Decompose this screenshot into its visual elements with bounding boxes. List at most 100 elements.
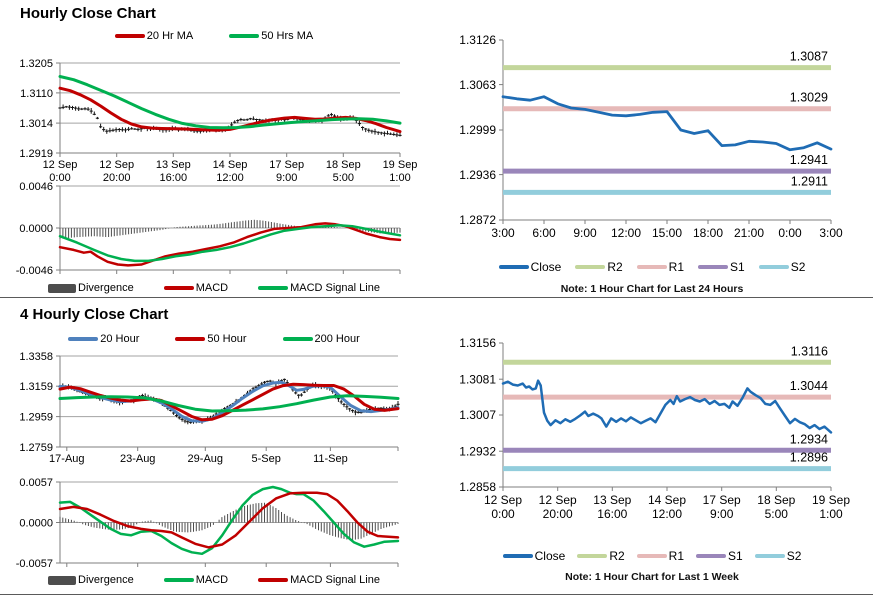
svg-text:20:00: 20:00 [103,172,131,184]
bottom-divider [0,594,873,595]
legend-item-macd-signal-line: MACD Signal Line [258,574,380,586]
legend-swatch-icon [48,575,77,585]
legend-label: Divergence [78,282,134,294]
legend-swatch-icon [636,554,667,558]
legend-item-divergence: Divergence [48,574,134,586]
svg-text:3:00: 3:00 [819,226,843,240]
svg-text:18 Sep: 18 Sep [326,159,361,171]
svg-text:18 Sep: 18 Sep [757,493,795,507]
svg-text:12 Sep: 12 Sep [99,159,134,171]
legend-swatch-icon [48,283,77,293]
legend-swatch-icon [758,265,789,269]
legend-swatch-icon [229,34,260,38]
svg-text:1.3029: 1.3029 [790,91,828,105]
svg-text:0:00: 0:00 [778,226,802,240]
hourly-price-legend: 20 Hr MA 50 Hrs MA [8,29,420,43]
svg-text:13 Sep: 13 Sep [593,493,631,507]
hourly-macd-legend: Divergence MACD MACD Signal Line [8,281,420,295]
legend-label: S1 [728,549,743,563]
svg-text:16:00: 16:00 [160,172,188,184]
svg-text:1.2858: 1.2858 [459,480,496,494]
svg-text:1:00: 1:00 [819,507,843,521]
svg-text:1.3110: 1.3110 [20,88,53,100]
svg-text:12:00: 12:00 [611,226,641,240]
svg-text:1.3044: 1.3044 [790,379,828,393]
legend-swatch-icon [163,578,194,582]
legend-swatch-icon [258,578,289,582]
svg-text:1.2936: 1.2936 [459,168,496,182]
svg-text:20:00: 20:00 [543,507,573,521]
legend-swatch-icon [754,554,785,558]
svg-text:1.3205: 1.3205 [19,58,53,70]
legend-item-macd-signal-line: MACD Signal Line [258,282,380,294]
legend-label: MACD [195,574,229,586]
legend-label: 200 Hour [314,333,360,345]
svg-text:1.2911: 1.2911 [791,174,828,188]
svg-text:5:00: 5:00 [765,507,789,521]
legend-swatch-icon [68,337,99,341]
legend-item-macd: MACD [163,574,229,586]
legend-item-r2: R2 [575,260,623,274]
weekly-pivot-note: Note: 1 Hour Chart for Last 1 Week [565,571,739,583]
legend-label: 20 Hr MA [146,30,194,42]
legend-swatch-icon [498,265,529,269]
legend-label: MACD Signal Line [290,282,380,294]
legend-swatch-icon [163,286,194,290]
svg-text:-0.0046: -0.0046 [16,265,53,277]
four-hourly-macd-legend: Divergence MACD MACD Signal Line [8,573,420,587]
legend-swatch-icon [636,265,667,269]
legend-item-r2: R2 [577,549,625,563]
four-hourly-macd-chart: 0.0057 0.0000 -0.0057 [16,477,400,570]
svg-text:0:00: 0:00 [491,507,515,521]
legend-swatch-icon [502,554,533,558]
legend-item-s2: S2 [758,260,805,274]
svg-text:18:00: 18:00 [693,226,723,240]
svg-text:1.2919: 1.2919 [19,148,53,160]
four-hourly-price-legend: 20 Hour 50 Hour 200 Hour [8,332,420,346]
legend-label: Close [530,260,562,274]
svg-text:0:00: 0:00 [49,172,70,184]
svg-text:0.0000: 0.0000 [19,517,53,529]
legend-swatch-icon [114,34,145,38]
legend-item-s1: S1 [698,260,745,274]
legend-label: Divergence [78,574,134,586]
svg-text:12 Sep: 12 Sep [43,159,78,171]
svg-text:12:00: 12:00 [216,172,244,184]
svg-text:1.2896: 1.2896 [790,451,828,465]
legend-label: S1 [730,260,745,274]
legend-label: 20 Hour [100,333,140,345]
svg-text:1.2759: 1.2759 [19,442,53,454]
legend-item-20-hr-ma: 20 Hr MA [114,30,194,42]
svg-text:1.2959: 1.2959 [19,411,53,423]
legend-label: 50 Hrs MA [261,30,314,42]
svg-text:19 Sep: 19 Sep [383,159,418,171]
svg-text:23-Aug: 23-Aug [120,453,155,465]
svg-text:1.3126: 1.3126 [459,33,496,47]
svg-text:1.2932: 1.2932 [459,444,496,458]
legend-item-s1: S1 [696,549,743,563]
svg-text:0.0000: 0.0000 [19,223,53,235]
legend-label: R1 [668,549,684,563]
legend-item-s2: S2 [754,549,801,563]
hourly-macd-chart: 0.0046 0.0000 -0.0046 [16,181,402,277]
svg-text:1.3159: 1.3159 [19,381,53,393]
legend-item-20-hour: 20 Hour [68,333,139,345]
weekly-pivot-legend: Close R2 R1 S1 S2 [436,549,868,563]
svg-text:13 Sep: 13 Sep [156,159,191,171]
svg-text:1.3087: 1.3087 [790,50,828,64]
svg-text:0.0046: 0.0046 [19,181,53,193]
svg-text:12 Sep: 12 Sep [484,493,522,507]
legend-label: R1 [668,260,684,274]
svg-text:17-Aug: 17-Aug [49,453,84,465]
legend-label: MACD [195,282,229,294]
legend-label: Close [534,549,566,563]
legend-swatch-icon [175,337,206,341]
svg-text:9:00: 9:00 [573,226,597,240]
svg-text:9:00: 9:00 [276,172,297,184]
legend-swatch-icon [575,265,606,269]
